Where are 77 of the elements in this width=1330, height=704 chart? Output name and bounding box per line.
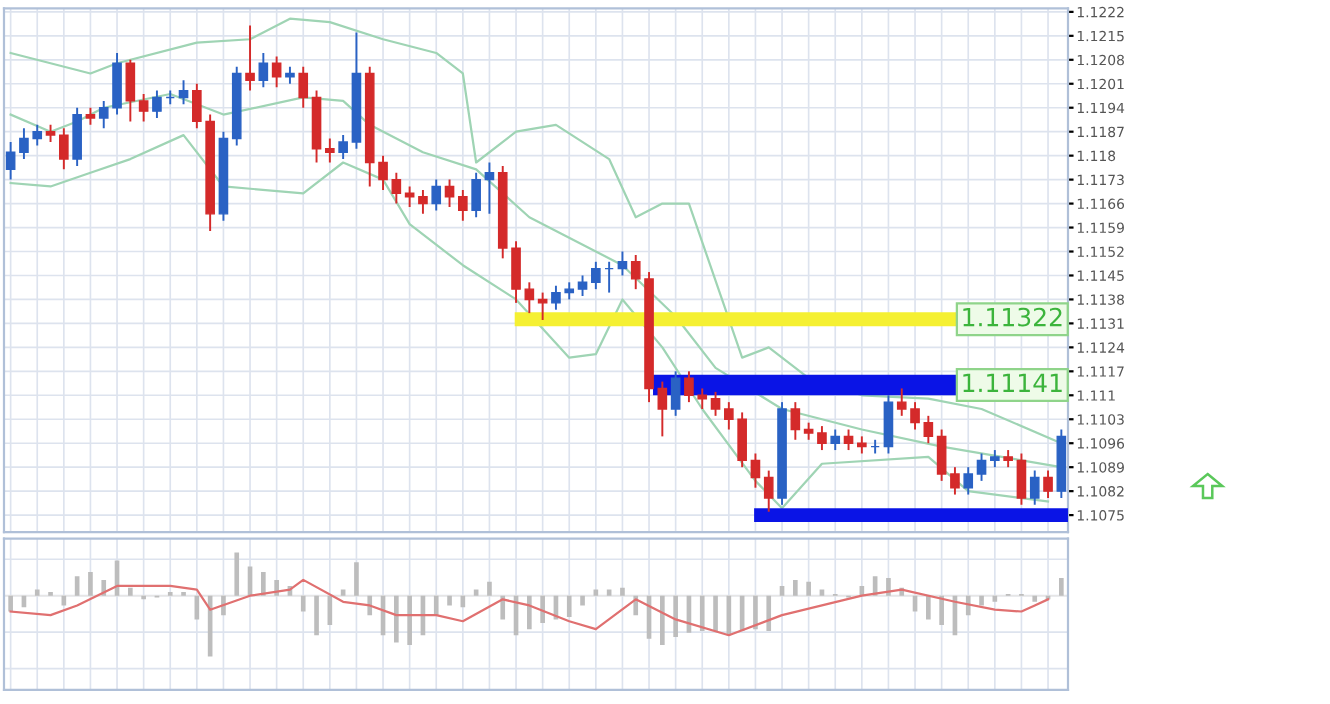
bar <box>699 595 705 631</box>
bar <box>487 581 492 596</box>
candlestick <box>471 171 481 219</box>
candlestick <box>258 51 269 89</box>
bar <box>1032 595 1038 602</box>
bar <box>261 571 266 596</box>
candlestick <box>72 106 82 167</box>
bar <box>620 587 625 596</box>
candlestick <box>1043 469 1053 499</box>
candlestick <box>138 93 149 123</box>
bar <box>926 595 931 620</box>
candlestick <box>976 452 987 482</box>
candlestick <box>458 188 468 222</box>
candlestick <box>710 390 721 417</box>
bar <box>793 579 798 596</box>
candlestick <box>391 171 402 205</box>
candlestick <box>657 380 668 438</box>
candlestick <box>591 260 601 291</box>
bar <box>8 595 13 612</box>
band-label: 1.11141 <box>963 373 1062 392</box>
bar <box>300 595 306 612</box>
candlestick <box>431 178 442 212</box>
candlestick <box>537 291 548 321</box>
bar <box>314 595 319 636</box>
candlestick <box>444 178 455 208</box>
bar <box>566 595 572 617</box>
candlestick <box>750 452 761 489</box>
candlestick <box>950 466 960 496</box>
candlestick <box>670 370 681 417</box>
candlestick <box>524 281 535 315</box>
bar <box>433 595 439 616</box>
bar <box>713 595 718 631</box>
candlestick <box>830 428 841 452</box>
bar <box>766 595 772 631</box>
candlestick <box>298 65 309 109</box>
candlestick <box>883 394 894 455</box>
bar <box>753 595 758 630</box>
candlestick <box>338 134 348 161</box>
bar <box>128 587 133 596</box>
bar <box>1059 578 1064 596</box>
candlestick <box>271 55 282 89</box>
candlestick <box>577 274 588 297</box>
bar <box>939 595 944 625</box>
candlestick <box>923 414 934 445</box>
bar <box>806 581 811 596</box>
candlestick <box>59 127 69 171</box>
candlestick <box>125 58 136 123</box>
candlestick <box>484 161 495 215</box>
candlestick <box>178 79 189 106</box>
bar <box>660 595 665 645</box>
bar <box>447 595 452 606</box>
bar <box>88 571 93 596</box>
candlestick <box>617 250 628 277</box>
bar <box>979 595 984 606</box>
candlestick <box>1016 452 1027 506</box>
candlestick <box>325 137 335 164</box>
bar <box>234 552 240 596</box>
candlestick <box>152 89 162 119</box>
bar <box>34 589 40 596</box>
candlestick <box>5 140 16 181</box>
bar <box>673 595 678 638</box>
candlestick <box>790 401 801 441</box>
candlestick <box>1029 469 1040 506</box>
bar <box>527 595 532 630</box>
bar <box>580 595 585 606</box>
candlestick <box>763 469 774 513</box>
ref-line-label: 1.11322 <box>963 307 1062 327</box>
candlestick <box>936 428 947 482</box>
bar <box>407 595 412 645</box>
candlestick <box>418 188 428 215</box>
candlestick <box>963 466 974 496</box>
bar <box>354 562 359 596</box>
candlestick <box>817 425 827 452</box>
candlestick <box>245 24 255 92</box>
bar <box>540 595 545 624</box>
candlestick <box>843 428 854 452</box>
bar <box>394 595 399 643</box>
